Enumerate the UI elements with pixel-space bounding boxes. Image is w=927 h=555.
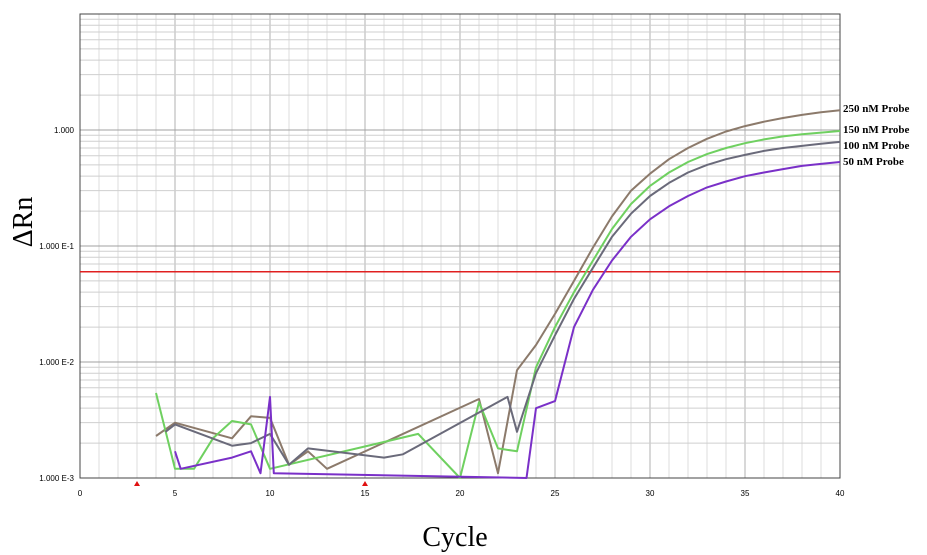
baseline-markers (134, 481, 368, 486)
series-line (174, 161, 841, 479)
series-line (164, 140, 841, 466)
x-tick-label: 40 (836, 489, 845, 498)
legend: 250 nM Probe 150 nM Probe 100 nM Probe 50 n… (843, 103, 910, 168)
series-line (155, 109, 841, 475)
tick-labels: 0 5 10 15 20 25 30 35 40 1.000 E-3 1.000 E-2 1.000 … (39, 126, 845, 498)
series (155, 109, 841, 479)
y-axis-title: ΔRn (8, 197, 39, 248)
y-tick-label: 1.000 (54, 126, 75, 135)
y-tick-label: 1.000 E-2 (39, 358, 74, 367)
x-tick-label: 25 (551, 489, 560, 498)
x-tick-label: 5 (173, 489, 178, 498)
y-tick-label: 1.000 E-3 (39, 474, 74, 483)
y-tick-label: 1.000 E-1 (39, 242, 74, 251)
legend-label: 150 nM Probe (843, 124, 910, 136)
legend-label: 250 nM Probe (843, 103, 910, 115)
x-tick-label: 20 (456, 489, 465, 498)
baseline-marker (362, 481, 368, 486)
x-tick-label: 15 (361, 489, 370, 498)
baseline-marker (134, 481, 140, 486)
x-axis-title: Cycle (422, 522, 487, 553)
x-tick-label: 35 (741, 489, 750, 498)
grid (79, 14, 841, 479)
legend-label: 100 nM Probe (843, 140, 910, 152)
legend-label: 50 nM Probe (843, 156, 904, 168)
x-tick-label: 10 (266, 489, 275, 498)
x-tick-label: 0 (78, 489, 83, 498)
x-tick-label: 30 (646, 489, 655, 498)
series-line (155, 130, 841, 479)
